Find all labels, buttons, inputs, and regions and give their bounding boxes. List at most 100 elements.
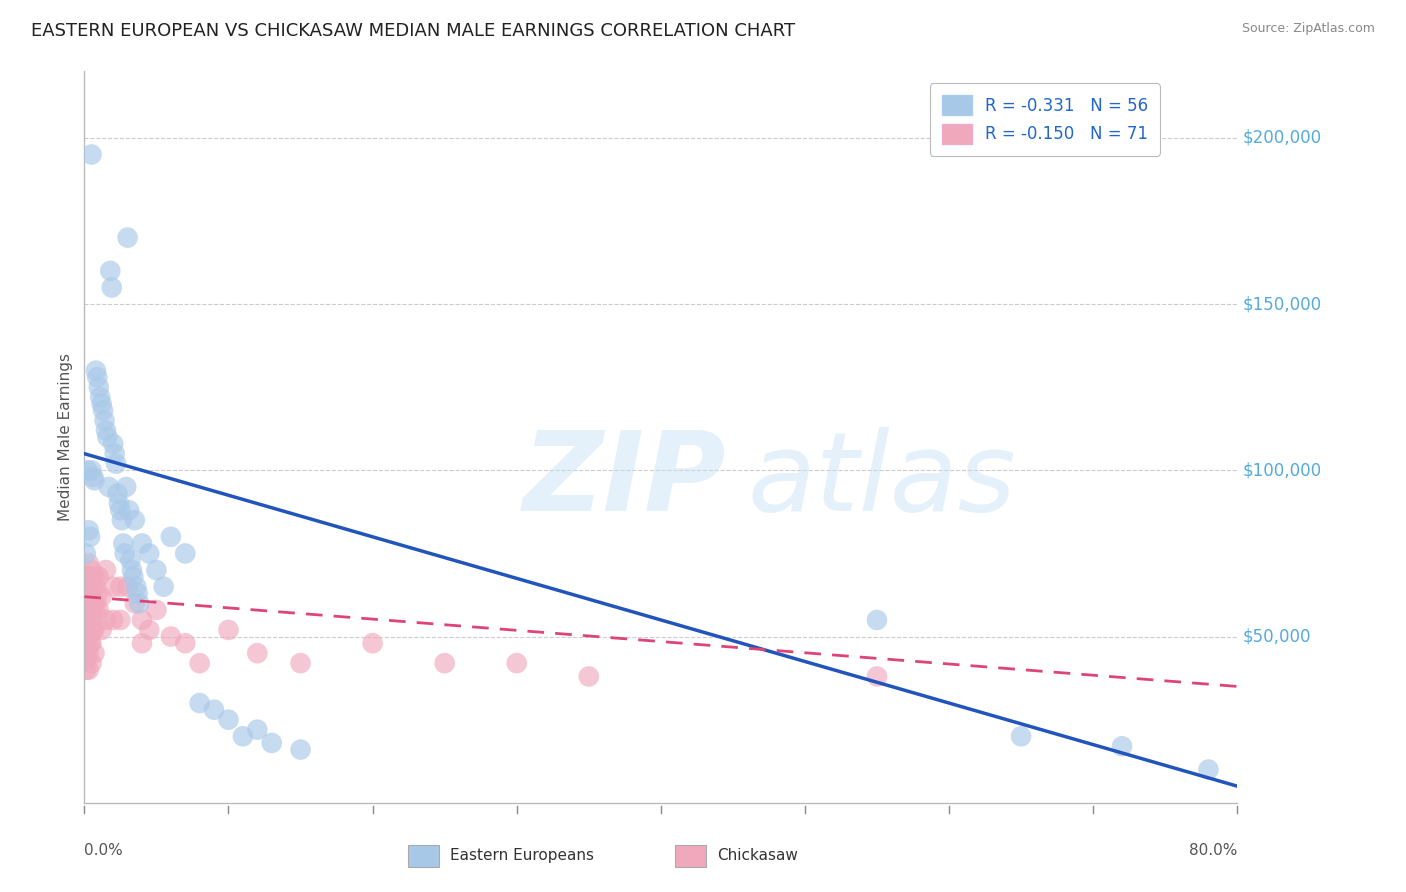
Text: Chickasaw: Chickasaw bbox=[717, 848, 799, 863]
Point bbox=[118, 503, 141, 517]
Point bbox=[111, 513, 134, 527]
Point bbox=[79, 603, 101, 617]
Point bbox=[97, 480, 120, 494]
Point bbox=[145, 563, 167, 577]
Point bbox=[232, 729, 254, 743]
Point bbox=[80, 463, 103, 477]
Text: EASTERN EUROPEAN VS CHICKASAW MEDIAN MALE EARNINGS CORRELATION CHART: EASTERN EUROPEAN VS CHICKASAW MEDIAN MAL… bbox=[31, 22, 794, 40]
Point bbox=[202, 703, 225, 717]
Point bbox=[94, 613, 117, 627]
Point bbox=[86, 590, 108, 604]
Point bbox=[76, 580, 98, 594]
Point bbox=[75, 596, 97, 610]
Point bbox=[76, 570, 98, 584]
Point bbox=[98, 264, 121, 278]
Point bbox=[90, 623, 112, 637]
Text: $100,000: $100,000 bbox=[1243, 461, 1322, 479]
Point bbox=[82, 603, 104, 617]
Point bbox=[866, 613, 889, 627]
Point bbox=[104, 447, 127, 461]
Point bbox=[89, 390, 111, 404]
Point bbox=[93, 413, 115, 427]
Point bbox=[94, 424, 117, 438]
Point bbox=[131, 613, 153, 627]
Point bbox=[114, 546, 136, 560]
Point bbox=[94, 563, 117, 577]
Legend: R = -0.331   N = 56, R = -0.150   N = 71: R = -0.331 N = 56, R = -0.150 N = 71 bbox=[929, 83, 1160, 156]
Point bbox=[75, 630, 97, 644]
Point bbox=[117, 230, 139, 244]
Point bbox=[124, 513, 146, 527]
Point bbox=[90, 397, 112, 411]
Point bbox=[86, 370, 108, 384]
Point bbox=[80, 590, 103, 604]
Point bbox=[128, 596, 150, 610]
Point bbox=[76, 590, 98, 604]
Point bbox=[96, 430, 118, 444]
Point bbox=[79, 623, 101, 637]
Point bbox=[218, 713, 240, 727]
Point bbox=[77, 663, 100, 677]
Point bbox=[75, 580, 97, 594]
Point bbox=[127, 586, 149, 600]
Text: 0.0%: 0.0% bbox=[84, 843, 124, 858]
Text: $150,000: $150,000 bbox=[1243, 295, 1322, 313]
Point bbox=[578, 669, 600, 683]
Text: atlas: atlas bbox=[748, 427, 1017, 534]
Point bbox=[103, 580, 124, 594]
Point bbox=[105, 457, 128, 471]
Point bbox=[361, 636, 384, 650]
Point bbox=[84, 603, 107, 617]
Point bbox=[75, 590, 97, 604]
Point bbox=[188, 696, 211, 710]
Point bbox=[75, 653, 97, 667]
Point bbox=[174, 546, 197, 560]
Point bbox=[124, 596, 146, 610]
Point bbox=[75, 570, 97, 584]
Point bbox=[80, 636, 103, 650]
Point bbox=[866, 669, 889, 683]
Point bbox=[83, 570, 105, 584]
Point bbox=[112, 536, 135, 550]
Point bbox=[107, 486, 129, 500]
Point bbox=[131, 536, 153, 550]
Point bbox=[79, 636, 101, 650]
Point bbox=[75, 623, 97, 637]
Point bbox=[83, 646, 105, 660]
Point bbox=[218, 623, 240, 637]
Point bbox=[79, 570, 101, 584]
Point bbox=[103, 436, 124, 450]
Point bbox=[122, 570, 145, 584]
Text: ZIP: ZIP bbox=[523, 427, 725, 534]
Point bbox=[76, 603, 98, 617]
Point bbox=[160, 530, 183, 544]
Point bbox=[246, 646, 269, 660]
Point bbox=[77, 523, 100, 537]
Point bbox=[77, 596, 100, 610]
Text: Source: ZipAtlas.com: Source: ZipAtlas.com bbox=[1241, 22, 1375, 36]
Point bbox=[110, 613, 132, 627]
Point bbox=[77, 630, 100, 644]
Point bbox=[506, 656, 529, 670]
Point bbox=[75, 663, 97, 677]
Point bbox=[138, 623, 160, 637]
Point bbox=[120, 553, 142, 567]
Text: $50,000: $50,000 bbox=[1243, 628, 1312, 646]
Point bbox=[90, 590, 112, 604]
Point bbox=[110, 503, 132, 517]
Point bbox=[82, 470, 104, 484]
Point bbox=[83, 596, 105, 610]
Point bbox=[80, 147, 103, 161]
Point bbox=[1111, 739, 1133, 754]
Text: 80.0%: 80.0% bbox=[1189, 843, 1237, 858]
Point bbox=[80, 563, 103, 577]
Point bbox=[290, 656, 312, 670]
Point bbox=[115, 480, 138, 494]
Point bbox=[77, 613, 100, 627]
Point bbox=[75, 646, 97, 660]
Y-axis label: Median Male Earnings: Median Male Earnings bbox=[58, 353, 73, 521]
Point bbox=[87, 380, 110, 394]
Point bbox=[79, 590, 101, 604]
Text: Eastern Europeans: Eastern Europeans bbox=[450, 848, 593, 863]
Point bbox=[91, 403, 114, 417]
